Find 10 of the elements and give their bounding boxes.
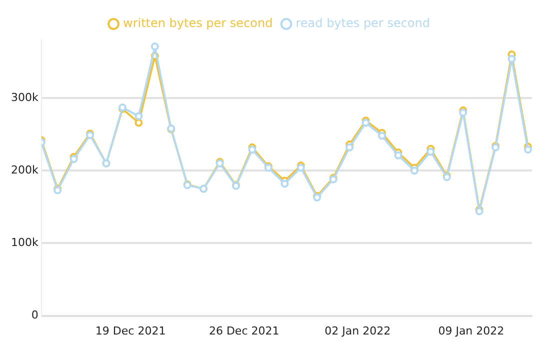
x-tick-label: 19 Dec 2021 [95,324,166,338]
x-tick-label: 26 Dec 2021 [208,324,280,338]
y-tick-label: 100k [10,236,39,250]
legend-label: read bytes per second [296,16,430,30]
legend-label: written bytes per second [123,16,273,30]
y-tick-label: 200k [10,164,39,176]
y-tick-label: 0 [31,308,38,322]
x-tick-label: 02 Jan 2022 [324,324,391,338]
y-tick-label: 300k [10,90,39,104]
x-tick-label: 09 Jan 2022 [438,324,504,338]
